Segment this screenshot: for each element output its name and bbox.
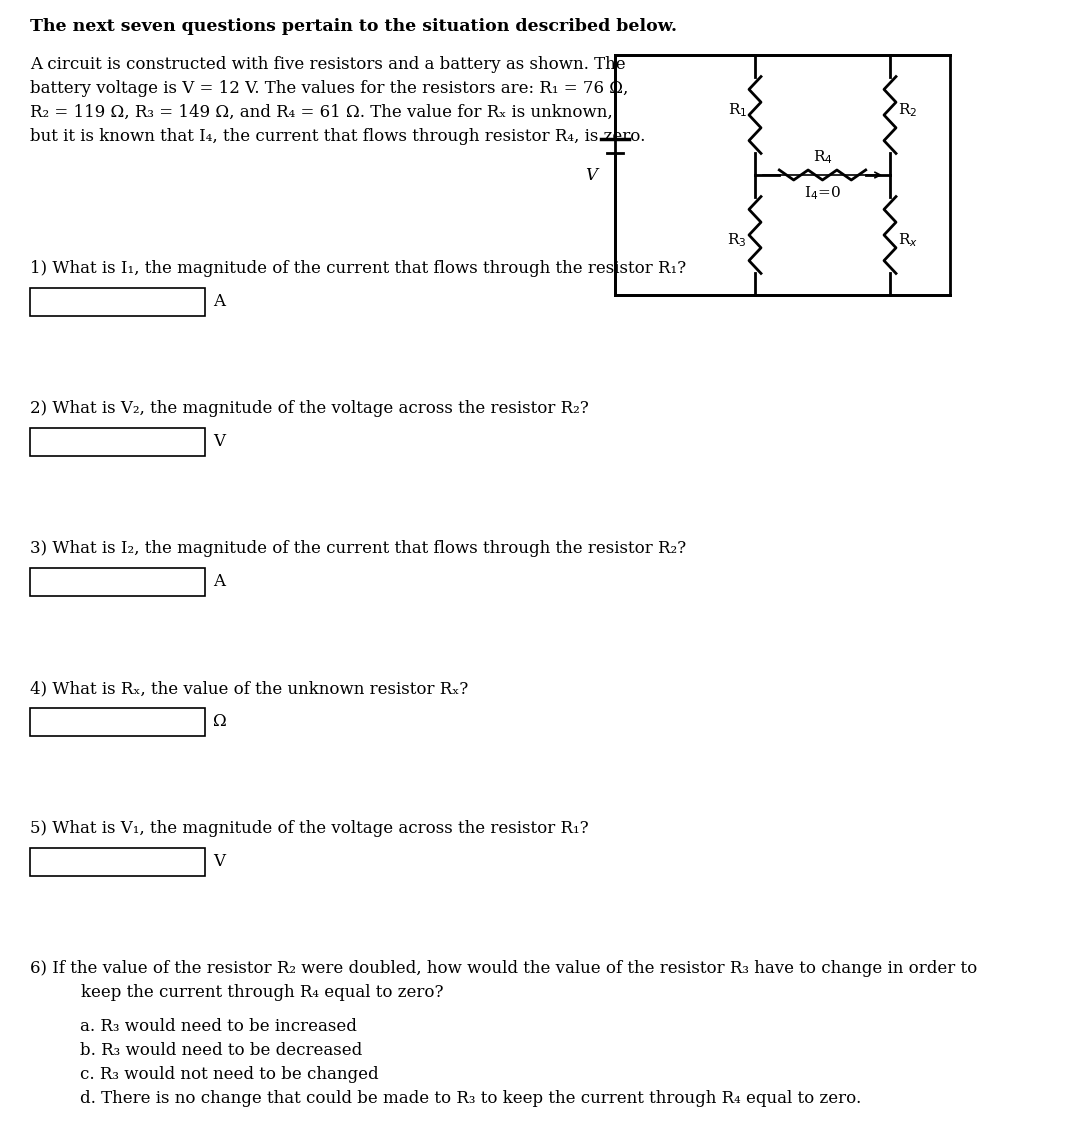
Bar (30, 708, 205, 736)
Text: R$_1$: R$_1$ (728, 101, 747, 118)
Bar (30, 848, 205, 876)
Text: battery voltage is V = 12 V. The values for the resistors are: R₁ = 76 Ω,: battery voltage is V = 12 V. The values … (30, 80, 629, 97)
Text: 2) What is V₂, the magnitude of the voltage across the resistor R₂?: 2) What is V₂, the magnitude of the volt… (30, 400, 589, 417)
Text: I$_4$=0: I$_4$=0 (804, 184, 841, 202)
Text: a. R₃ would need to be increased: a. R₃ would need to be increased (80, 1018, 356, 1035)
Text: 6) If the value of the resistor R₂ were doubled, how would the value of the resi: 6) If the value of the resistor R₂ were … (30, 960, 977, 977)
Text: 4) What is Rₓ, the value of the unknown resistor Rₓ?: 4) What is Rₓ, the value of the unknown … (30, 680, 469, 696)
Text: 1) What is I₁, the magnitude of the current that flows through the resistor R₁?: 1) What is I₁, the magnitude of the curr… (30, 260, 686, 277)
Text: c. R₃ would not need to be changed: c. R₃ would not need to be changed (80, 1066, 379, 1083)
Text: V: V (213, 853, 225, 870)
Text: d. There is no change that could be made to R₃ to keep the current through R₄ eq: d. There is no change that could be made… (80, 1090, 861, 1107)
Text: A circuit is constructed with five resistors and a battery as shown. The: A circuit is constructed with five resis… (30, 56, 625, 73)
Bar (30, 568, 205, 596)
Text: but it is known that I₄, the current that flows through resistor R₄, is zero.: but it is known that I₄, the current tha… (30, 128, 646, 145)
Text: Ω: Ω (213, 713, 227, 730)
Text: R₂ = 119 Ω, R₃ = 149 Ω, and R₄ = 61 Ω. The value for Rₓ is unknown,: R₂ = 119 Ω, R₃ = 149 Ω, and R₄ = 61 Ω. T… (30, 104, 612, 121)
Text: R$_x$: R$_x$ (897, 231, 918, 249)
Text: A: A (213, 574, 225, 591)
Text: The next seven questions pertain to the situation described below.: The next seven questions pertain to the … (30, 18, 677, 35)
Text: V: V (213, 434, 225, 451)
Text: R$_4$: R$_4$ (812, 148, 833, 166)
Text: keep the current through R₄ equal to zero?: keep the current through R₄ equal to zer… (60, 984, 444, 1001)
Text: b. R₃ would need to be decreased: b. R₃ would need to be decreased (80, 1042, 362, 1059)
Text: 5) What is V₁, the magnitude of the voltage across the resistor R₁?: 5) What is V₁, the magnitude of the volt… (30, 820, 589, 837)
Bar (30, 428, 205, 456)
Text: V: V (585, 167, 597, 184)
Text: R$_2$: R$_2$ (897, 101, 917, 118)
Text: 3) What is I₂, the magnitude of the current that flows through the resistor R₂?: 3) What is I₂, the magnitude of the curr… (30, 540, 686, 557)
Text: A: A (213, 293, 225, 311)
Bar (30, 289, 205, 316)
Text: R$_3$: R$_3$ (728, 231, 747, 249)
